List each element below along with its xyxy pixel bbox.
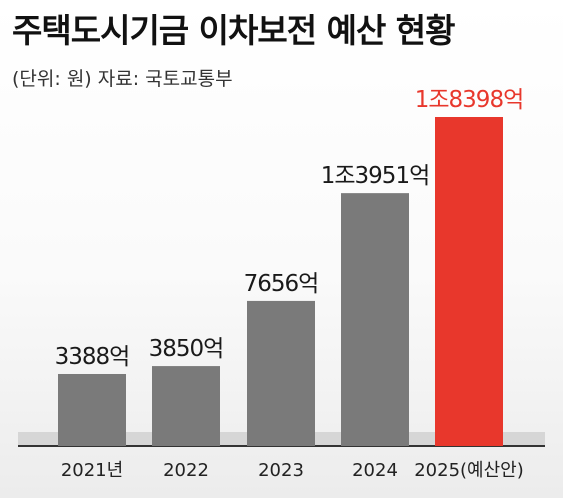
chart-subtitle: (단위: 원) 자료: 국토교통부 [12,68,233,90]
data-label-1: 3850억 [149,336,224,362]
bar-1 [152,366,220,446]
data-label-4: 1조8398억 [415,87,524,113]
data-label-0: 3388억 [55,344,130,370]
data-label-2: 7656억 [244,271,319,297]
x-tick-label-1: 2022 [163,460,209,481]
bar-0 [58,373,126,446]
bar-4 [435,117,503,446]
chart-title: 주택도시기금 이차보전 예산 현황 [12,11,456,50]
x-tick-label-2: 2023 [258,460,304,481]
data-label-3: 1조3951억 [321,163,430,189]
x-tick-label-4: 2025(예산안) [414,460,524,481]
x-tick-label-0: 2021년 [61,460,123,481]
bar-2 [247,300,315,446]
bar-3 [341,193,409,446]
x-tick-label-3: 2024 [352,460,398,481]
